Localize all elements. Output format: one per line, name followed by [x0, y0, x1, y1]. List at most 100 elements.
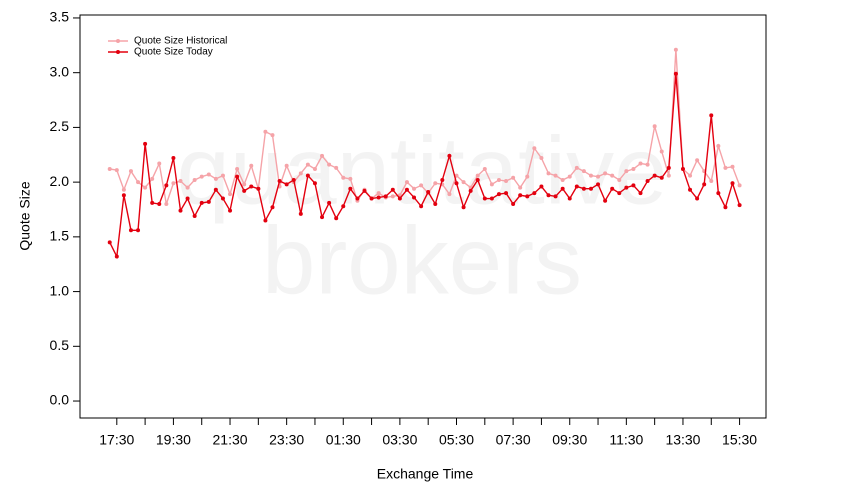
- series-point: [574, 165, 579, 170]
- series-point: [504, 191, 509, 196]
- series-point: [688, 187, 693, 192]
- y-tick-label: 0.5: [50, 337, 70, 353]
- x-tick-label: 05:30: [439, 432, 474, 448]
- series-point: [440, 177, 445, 182]
- series-point: [723, 205, 728, 210]
- plot-frame: [79, 14, 767, 419]
- series-point: [220, 173, 225, 178]
- series-point: [468, 188, 473, 193]
- series-point: [334, 165, 339, 170]
- series-point: [327, 200, 332, 205]
- x-tick-label: 09:30: [552, 432, 587, 448]
- series-point: [716, 191, 721, 196]
- series-point: [206, 172, 211, 177]
- series-point: [178, 179, 183, 184]
- series-point: [461, 180, 466, 185]
- series-point: [567, 196, 572, 201]
- series-point: [546, 193, 551, 198]
- series-point: [553, 173, 558, 178]
- y-tick-label: 1.0: [50, 282, 70, 298]
- y-tick-label: 1.5: [50, 228, 70, 244]
- series-point: [716, 144, 721, 149]
- series-point: [298, 211, 303, 216]
- series-point: [107, 240, 112, 245]
- series-point: [504, 179, 509, 184]
- series-point: [199, 174, 204, 179]
- series-point: [617, 177, 622, 182]
- series-point: [383, 194, 388, 199]
- series-point: [532, 146, 537, 151]
- series-point: [213, 187, 218, 192]
- series-point: [164, 183, 169, 188]
- series-point: [390, 194, 395, 199]
- series-point: [235, 174, 240, 179]
- series-point: [150, 176, 155, 181]
- series-point: [539, 156, 544, 161]
- series-point: [263, 218, 268, 223]
- series-point: [624, 169, 629, 174]
- series-point: [737, 183, 742, 188]
- series-point: [114, 254, 119, 259]
- series-point: [447, 153, 452, 158]
- series-point: [433, 181, 438, 186]
- series-point: [461, 205, 466, 210]
- series-point: [341, 175, 346, 180]
- series-point: [355, 196, 360, 201]
- series-point: [150, 200, 155, 205]
- series-point: [228, 192, 233, 197]
- series-point: [298, 171, 303, 176]
- series-point: [376, 191, 381, 196]
- series-point: [730, 164, 735, 169]
- series-point: [574, 184, 579, 189]
- series-point: [164, 202, 169, 207]
- series-point: [412, 186, 417, 191]
- series-point: [213, 176, 218, 181]
- series-point: [631, 183, 636, 188]
- series-point: [730, 181, 735, 186]
- series-point: [121, 187, 126, 192]
- series-point: [192, 214, 197, 219]
- x-tick-label: 11:30: [609, 432, 643, 448]
- legend-marker: [116, 39, 120, 43]
- x-tick-label: 19:30: [156, 432, 191, 448]
- series-point: [242, 188, 247, 193]
- series-point: [560, 177, 565, 182]
- series-point: [447, 192, 452, 197]
- series-point: [652, 124, 657, 129]
- series-point: [688, 173, 693, 178]
- series-point: [376, 195, 381, 200]
- series-point: [624, 185, 629, 190]
- series-point: [128, 169, 133, 174]
- series-point: [235, 166, 240, 171]
- series-point: [666, 165, 671, 170]
- series-point: [107, 166, 112, 171]
- series-point: [305, 162, 310, 167]
- series-point: [511, 202, 516, 207]
- series-point: [192, 177, 197, 182]
- series-point: [249, 163, 254, 168]
- series-point: [114, 168, 119, 173]
- series-point: [475, 173, 480, 178]
- series-point: [199, 200, 204, 205]
- series-point: [546, 171, 551, 176]
- series-point: [249, 184, 254, 189]
- series-point: [652, 173, 657, 178]
- series-point: [277, 179, 282, 184]
- series-point: [256, 186, 261, 191]
- y-tick-label: 0.0: [50, 392, 70, 408]
- series-point: [518, 193, 523, 198]
- x-tick-label: 13:30: [665, 432, 700, 448]
- series-point: [454, 181, 459, 186]
- series-point: [525, 174, 530, 179]
- series-point: [631, 166, 636, 171]
- series-point: [673, 71, 678, 76]
- series-point: [709, 113, 714, 118]
- series-point: [171, 156, 176, 161]
- series-point: [596, 174, 601, 179]
- series-point: [320, 153, 325, 158]
- series-point: [617, 191, 622, 196]
- y-tick-label: 2.5: [50, 118, 70, 134]
- y-tick-label: 2.0: [50, 173, 70, 189]
- series-point: [603, 198, 608, 203]
